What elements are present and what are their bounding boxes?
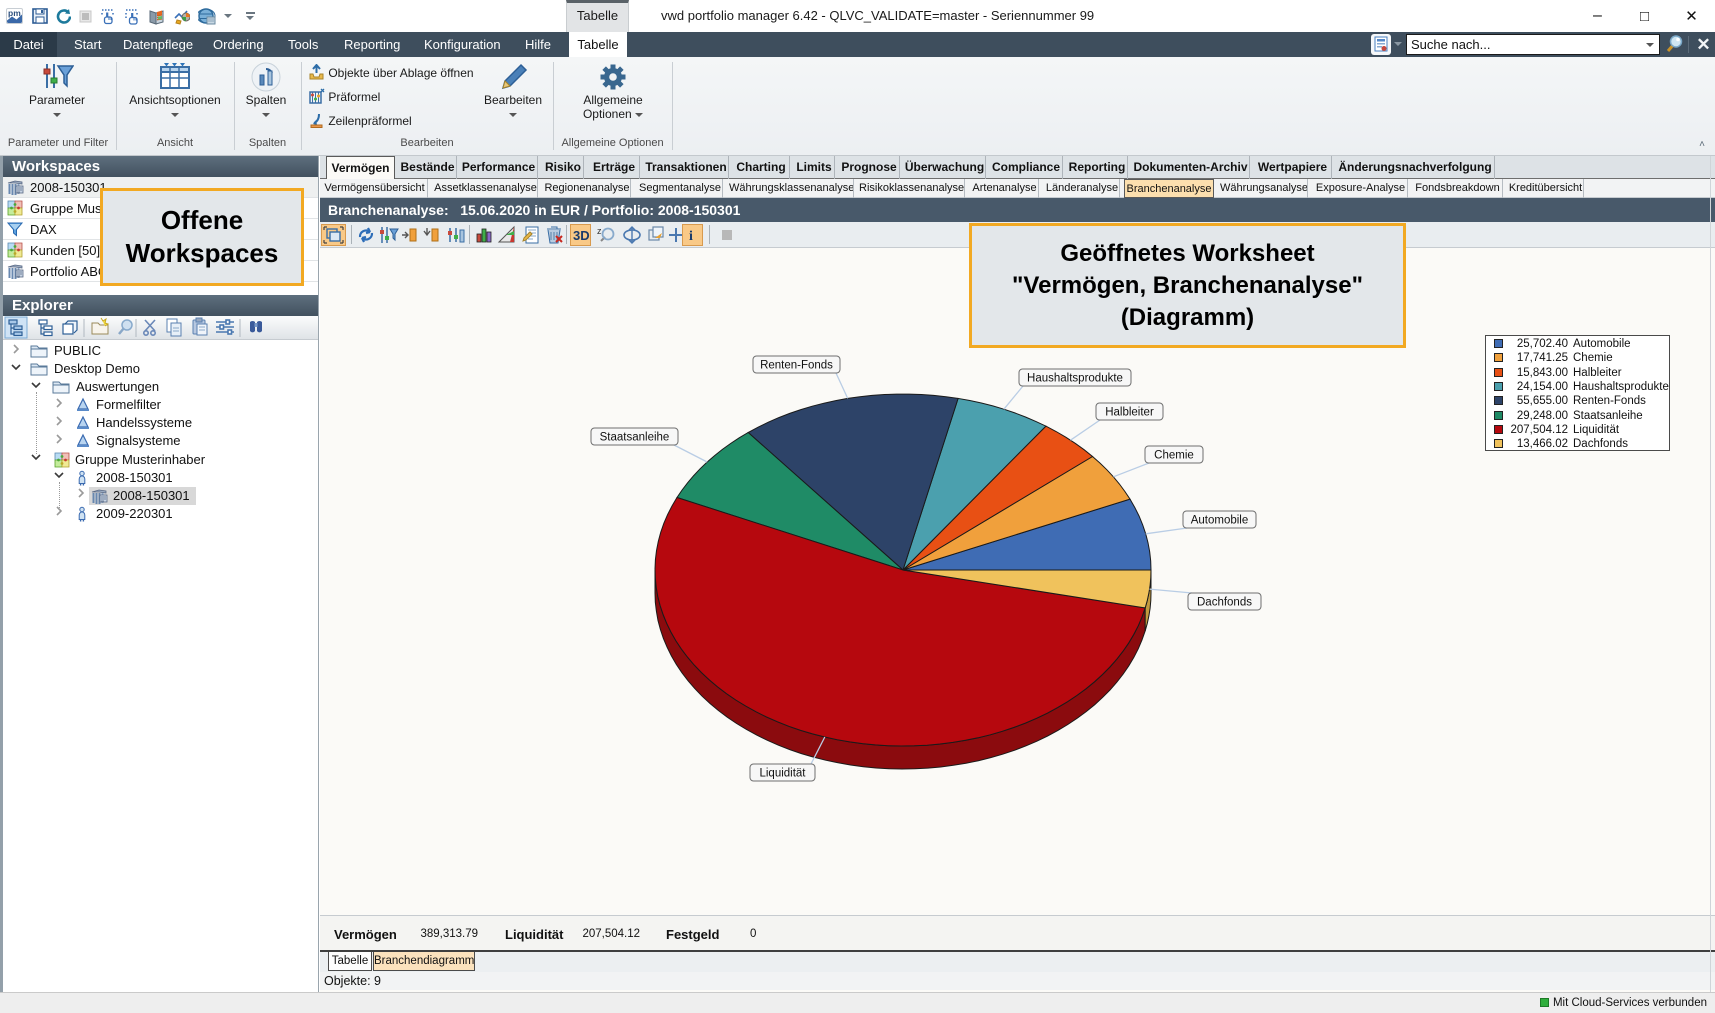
svg-text:3D: 3D [573, 228, 590, 243]
svg-text:Dachfonds: Dachfonds [1197, 597, 1252, 609]
svg-text:Renten-Fonds: Renten-Fonds [760, 360, 833, 372]
svg-text:Chemie: Chemie [1154, 450, 1194, 462]
svg-text:i: i [689, 229, 693, 244]
svg-text:z: z [597, 226, 602, 236]
svg-text:Haushaltsprodukte: Haushaltsprodukte [1027, 373, 1123, 385]
svg-text:Staatsanleihe: Staatsanleihe [600, 432, 670, 444]
svg-text:Liquidität: Liquidität [759, 768, 806, 780]
svg-text:Halbleiter: Halbleiter [1105, 407, 1154, 419]
svg-text:Automobile: Automobile [1191, 515, 1249, 527]
svg-text:pm: pm [8, 8, 21, 18]
